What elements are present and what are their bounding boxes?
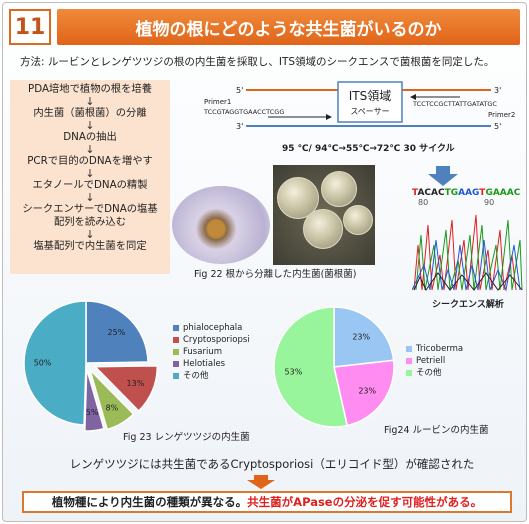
conclusion-part1: 植物種により内生菌の種類が異なる。	[51, 495, 248, 509]
step-1: PDA培地で植物の根を培養	[28, 83, 152, 95]
pie-value-label-2: 53%	[285, 368, 303, 377]
procedure-steps: PDA培地で植物の根を培養 ↓ 内生菌（菌根菌）の分離 ↓ DNAの抽出 ↓ P…	[10, 80, 170, 274]
legend-label: Petriell	[416, 356, 446, 366]
step-5: エタノールでDNAの精製	[32, 179, 148, 191]
legend-item: Helotiales	[173, 358, 250, 370]
pie-slice-2	[89, 369, 135, 431]
primer2-sequence: TCCTCCGCTTATTGATATGC	[412, 100, 497, 108]
conclusion-part2: 共生菌がAPaseの分泌を促す可能性がある。	[247, 495, 483, 509]
page-title: 植物の根にどのような共生菌がいるのか	[57, 9, 520, 45]
dish	[303, 209, 343, 249]
step-7: 塩基配列で内生菌を同定	[33, 240, 147, 252]
spacer-label: スペーサー	[350, 107, 389, 116]
dish	[343, 205, 373, 235]
pie-slice-3	[84, 368, 105, 432]
pie-slice-0	[85, 300, 149, 364]
legend-label: Helotiales	[183, 359, 226, 369]
root-photo	[172, 186, 270, 264]
three-prime-label: 3'	[494, 86, 501, 95]
down-arrow-icon: ↓	[85, 143, 95, 156]
legend-label: phialocephala	[183, 323, 243, 333]
legend-swatch	[173, 361, 179, 367]
pie-slice-1	[93, 365, 158, 413]
conclusion-arrow-icon	[247, 475, 275, 489]
its-box	[337, 81, 403, 123]
conclusion-box: 植物種により内生菌の種類が異なる。 共生菌がAPaseの分泌を促す可能性がある。	[22, 491, 512, 513]
step-6: シークエンサーでDNAの塩基配列を読み込む	[22, 203, 158, 228]
pie-value-label-3: 5%	[86, 408, 99, 417]
position-80: 80	[418, 198, 428, 207]
down-arrow-icon: ↓	[85, 228, 95, 241]
finding-note: レンゲツツジには共生菌であるCryptosporiosi（エリコイド型）が確認さ…	[69, 457, 475, 471]
pie-slice-4	[23, 300, 87, 426]
sequence-analysis-label: シークエンス解析	[432, 300, 504, 310]
step-3: DNAの抽出	[63, 131, 117, 143]
three-prime-label: 3'	[236, 122, 243, 131]
dish	[321, 171, 357, 207]
pie-value-label-4: 50%	[34, 358, 52, 367]
pie-slice-0	[333, 306, 395, 368]
position-90: 90	[484, 198, 494, 207]
method-text: 方法: ルービンとレンゲツツジの根の内生菌を採取し、ITS領域のシークエンスで菌…	[20, 56, 495, 68]
pie-legend-1: phialocephala Cryptosporiopsi Fusarium Helo…	[173, 322, 250, 382]
primer1-sequence: TCCGTAGGTGAACCTCGG	[203, 108, 284, 116]
fig23-caption: Fig 23 レンゲツツジの内生菌	[123, 432, 250, 443]
pie-value-label-0: 25%	[108, 328, 126, 337]
primer2-arrow-head	[410, 94, 416, 100]
chromatogram: TACACTGAAGTGAAAC 80 90	[412, 188, 523, 292]
legend-swatch	[406, 358, 412, 364]
legend-swatch	[173, 349, 179, 355]
legend-item: Cryptosporiopsi	[173, 334, 250, 346]
process-arrow-icon	[428, 166, 458, 186]
primer1-arrow-head	[326, 114, 332, 120]
legend-swatch	[173, 325, 179, 331]
legend-label: Cryptosporiopsi	[183, 335, 250, 345]
legend-item: Fusarium	[173, 346, 250, 358]
pie-value-label-2: 8%	[106, 403, 119, 412]
trace-green	[415, 219, 523, 291]
primer2-label: Primer2	[488, 111, 515, 119]
fig22-caption: Fig 22 根から分離した内生菌(菌根菌)	[194, 269, 357, 280]
step-4: PCRで目的のDNAを増やす	[27, 155, 153, 167]
down-arrow-icon: ↓	[85, 167, 95, 180]
five-prime-label: 5'	[494, 122, 501, 131]
down-arrow-icon: ↓	[85, 95, 95, 108]
legend-item: その他	[406, 367, 463, 379]
legend-swatch	[406, 346, 412, 352]
fig24-caption: Fig24 ルービンの内生菌	[384, 425, 489, 436]
legend-swatch	[173, 373, 179, 379]
its-region-diagram: 5' 3' 3' 5' ITS領域 スペーサー Primer1 TCCGTAGG…	[203, 81, 515, 131]
pie-chart-1: 25% 13% 8% 5% 50%	[23, 300, 158, 432]
legend-item: Tricoberma	[406, 343, 463, 355]
pcr-cycle-text: 95 ℃/ 94℃→55℃→72℃ 30 サイクル	[282, 144, 455, 154]
down-arrow-icon: ↓	[85, 119, 95, 132]
trace-blue	[412, 239, 521, 292]
pie-value-label-1: 13%	[127, 379, 145, 388]
pie-chart-2: 23% 23% 53%	[273, 306, 395, 428]
pie-slice-2	[273, 306, 349, 428]
legend-label: その他	[183, 371, 209, 381]
step-2: 内生菌（菌根菌）の分離	[33, 107, 147, 119]
legend-item: Petriell	[406, 355, 463, 367]
its-region-label: ITS領域	[349, 88, 392, 103]
legend-swatch	[173, 337, 179, 343]
pie-legend-2: Tricoberma Petriell その他	[406, 343, 463, 379]
legend-item: その他	[173, 370, 250, 382]
pie-value-label-0: 23%	[352, 333, 370, 342]
legend-swatch	[406, 370, 412, 376]
legend-label: その他	[416, 368, 442, 378]
primer1-label: Primer1	[204, 98, 231, 106]
section-number: 11	[9, 9, 51, 45]
pie-slice-1	[333, 359, 395, 427]
legend-label: Fusarium	[183, 347, 222, 357]
down-arrow-icon: ↓	[85, 191, 95, 204]
trace-red	[413, 214, 517, 291]
sequence-bases: TACACTGAAGTGAAAC	[412, 188, 521, 198]
legend-item: phialocephala	[173, 322, 250, 334]
petri-dish-photo	[273, 165, 375, 265]
legend-label: Tricoberma	[416, 344, 464, 354]
five-prime-label: 5'	[236, 86, 243, 95]
trace-black	[413, 272, 523, 291]
pie-value-label-1: 23%	[358, 387, 376, 396]
